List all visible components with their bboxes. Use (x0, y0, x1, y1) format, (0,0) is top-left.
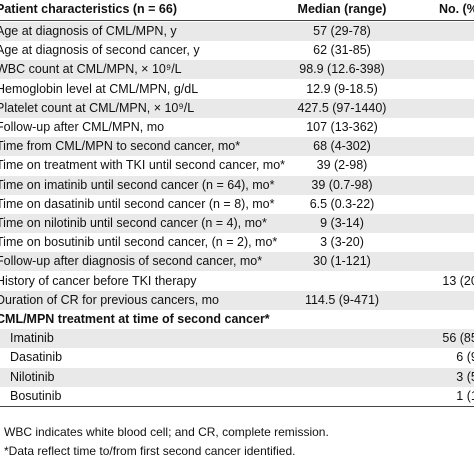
table-row: Time on bosutinib until second cancer, (… (0, 233, 474, 252)
header-cell: Median (range) (297, 2, 387, 16)
header-rule (0, 20, 474, 21)
median-cell: 30 (1-121) (313, 254, 371, 269)
median-cell: 114.5 (9-471) (304, 292, 380, 307)
footnote: *Data reflect time to/from first second … (4, 444, 296, 458)
count-cell: 13 (20) (442, 273, 474, 288)
count-cell: 1 (1) (456, 388, 474, 403)
bottom-rule (0, 406, 474, 407)
median-cell: 427.5 (97-1440) (297, 100, 387, 115)
row-label: Age at diagnosis of second cancer, y (0, 43, 200, 58)
median-cell: 12.9 (9-18.5) (306, 81, 378, 96)
table-row: Bosutinib 1 (1) (0, 387, 474, 406)
row-label: Follow-up after CML/MPN, mo (0, 120, 165, 134)
median-cell: 98.9 (12.6-398) (299, 62, 385, 77)
row-label: Time on treatment with TKI until second … (0, 158, 286, 173)
table-row: Time on imatinib until second cancer (n … (0, 175, 474, 195)
median-cell: 107 (13-362) (306, 120, 378, 134)
table-row: Age at diagnosis of second cancer, y 62 (… (0, 41, 474, 60)
row-label: History of cancer before TKI therapy (0, 273, 197, 288)
table-row: Time on treatment with TKI until second … (0, 156, 474, 175)
table-row: Nilotinib 3 (5) (0, 367, 474, 387)
row-label: Age at diagnosis of CML/MPN, y (0, 24, 177, 38)
row-label: Follow-up after diagnosis of second canc… (0, 254, 263, 269)
row-label: WBC count at CML/MPN, × 10⁹/L (0, 62, 182, 77)
row-label: Imatinib (10, 331, 54, 346)
median-cell: 68 (4-302) (313, 139, 371, 154)
row-label: Duration of CR for previous cancers, mo (0, 292, 220, 307)
table-row: Imatinib 56 (85) (0, 329, 474, 349)
table-row: WBC count at CML/MPN, × 10⁹/L 98.9 (12.6-… (0, 60, 474, 80)
row-label: Bosutinib (10, 388, 62, 403)
row-label: CML/MPN treatment at time of second canc… (0, 312, 270, 326)
table-row: Time on nilotinib until second cancer (n… (0, 214, 474, 233)
count-cell: 56 (85) (442, 331, 474, 346)
header-row: Patient characteristics (n = 66) Median … (0, 0, 474, 19)
header-cell: Patient characteristics (n = 66) (0, 2, 177, 16)
median-cell: 9 (3-14) (320, 216, 364, 230)
row-label: Time on nilotinib until second cancer (n… (0, 216, 267, 230)
table-row: CML/MPN treatment at time of second canc… (0, 310, 474, 329)
table-row: Duration of CR for previous cancers, mo 1… (0, 290, 474, 310)
median-cell: 39 (0.7-98) (311, 177, 373, 192)
table-row: Follow-up after diagnosis of second canc… (0, 252, 474, 272)
median-cell: 39 (2-98) (316, 158, 368, 173)
row-label: Nilotinib (10, 369, 55, 384)
median-cell: 62 (31-85) (313, 43, 371, 58)
table-row: Follow-up after CML/MPN, mo 107 (13-362) (0, 118, 474, 137)
table-row: Time on dasatinib until second cancer (n… (0, 195, 474, 214)
table-row: Time from CML/MPN to second cancer, mo* 6… (0, 137, 474, 157)
count-cell: 3 (5) (456, 369, 474, 384)
row-label: Time on imatinib until second cancer (n … (0, 177, 275, 192)
table-row: Hemoglobin level at CML/MPN, g/dL 12.9 (9… (0, 80, 474, 99)
row-label: Dasatinib (10, 350, 63, 365)
header-cell: No. (%) (438, 2, 474, 16)
row-label: Platelet count at CML/MPN, × 10⁹/L (0, 100, 195, 115)
row-label: Hemoglobin level at CML/MPN, g/dL (0, 81, 199, 96)
median-cell: 57 (29-78) (313, 24, 371, 38)
median-cell: 3 (3-20) (320, 235, 364, 250)
table-row: Platelet count at CML/MPN, × 10⁹/L 427.5 … (0, 98, 474, 118)
row-label: Time from CML/MPN to second cancer, mo* (0, 139, 241, 154)
table-row: History of cancer before TKI therapy 13 (… (0, 272, 474, 291)
median-cell: 6.5 (0.3-22) (309, 196, 375, 211)
table-row: Dasatinib 6 (9) (0, 348, 474, 367)
table-row: Age at diagnosis of CML/MPN, y 57 (29-78) (0, 22, 474, 41)
footnote: WBC indicates white blood cell; and CR, … (4, 425, 329, 439)
count-cell: 6 (9) (456, 350, 474, 365)
row-label: Time on dasatinib until second cancer (n… (0, 196, 275, 211)
row-label: Time on bosutinib until second cancer, (… (0, 235, 278, 250)
